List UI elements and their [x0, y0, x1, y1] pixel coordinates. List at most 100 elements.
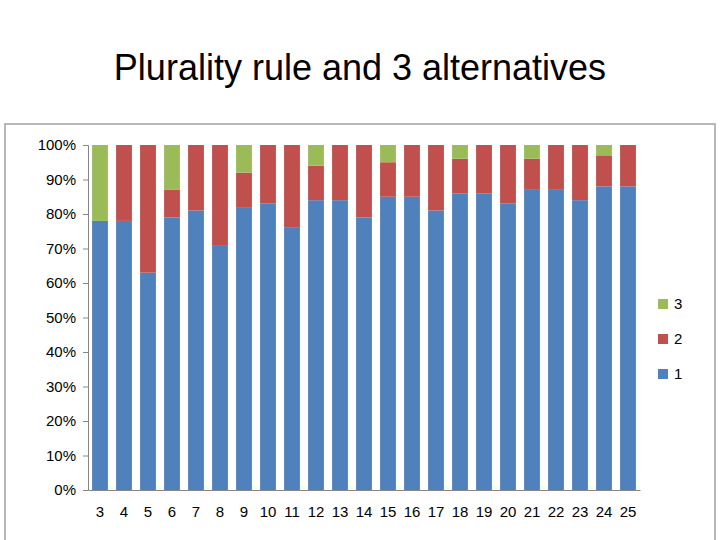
bar-segment: [332, 145, 348, 146]
bar-segment: [164, 145, 180, 190]
x-tick-label: 17: [428, 503, 445, 520]
y-tick-label: 20%: [46, 412, 76, 429]
y-tick: 40%: [46, 343, 88, 360]
x-tick: 13: [332, 490, 349, 520]
bar-segment: [212, 145, 228, 146]
bar-segment: [332, 200, 348, 490]
x-tick: 9: [240, 490, 248, 520]
x-tick: 23: [572, 490, 589, 520]
legend-label: 1: [674, 365, 682, 382]
bar-segment: [620, 145, 636, 146]
x-tick-label: 23: [572, 503, 589, 520]
bar-segment: [140, 145, 156, 146]
x-tick-label: 25: [620, 503, 637, 520]
bar-segment: [548, 145, 564, 190]
bar-segment: [236, 173, 252, 208]
x-tick: 5: [144, 490, 152, 520]
bar-segment: [500, 204, 516, 490]
chart: Plurality rule and 3 alternatives 0% 10% 20…: [0, 0, 720, 540]
x-tick: 25: [620, 490, 637, 520]
bar-segment: [140, 145, 156, 273]
x-tick: 16: [404, 490, 421, 520]
y-tick: 50%: [46, 309, 88, 326]
series-bars: [116, 145, 636, 273]
bar-segment: [356, 145, 372, 146]
x-tick-label: 13: [332, 503, 349, 520]
x-tick: 8: [216, 490, 224, 520]
y-tick: 0%: [54, 481, 88, 498]
y-tick: 90%: [46, 171, 88, 188]
y-tick: 20%: [46, 412, 88, 429]
bar-segment: [236, 207, 252, 490]
bar-segment: [452, 145, 468, 159]
bar-segment: [380, 145, 396, 162]
x-tick-label: 15: [380, 503, 397, 520]
y-tick: 100%: [38, 136, 88, 153]
legend-item: 3: [658, 295, 682, 312]
x-tick-label: 21: [524, 503, 541, 520]
x-tick-label: 4: [120, 503, 128, 520]
x-tick: 24: [596, 490, 613, 520]
y-tick: 70%: [46, 240, 88, 257]
bar-segment: [524, 145, 540, 159]
x-tick-label: 3: [96, 503, 104, 520]
legend-item: 2: [658, 330, 682, 347]
bar-segment: [308, 145, 324, 166]
bar-segment: [596, 155, 612, 186]
x-tick: 17: [428, 490, 445, 520]
legend-item: 1: [658, 365, 682, 382]
x-tick: 18: [452, 490, 469, 520]
bar-segment: [116, 145, 132, 221]
y-tick: 10%: [46, 447, 88, 464]
x-tick-label: 19: [476, 503, 493, 520]
legend-swatch: [658, 299, 668, 309]
y-tick-label: 50%: [46, 309, 76, 326]
bar-segment: [92, 221, 108, 490]
bar-segment: [452, 159, 468, 194]
x-tick: 3: [96, 490, 104, 520]
legend-label: 2: [674, 330, 682, 347]
legend-label: 3: [674, 295, 682, 312]
bar-segment: [212, 145, 228, 245]
y-tick-label: 80%: [46, 205, 76, 222]
bar-segment: [524, 190, 540, 490]
bar-segment: [428, 211, 444, 490]
bar-segment: [548, 190, 564, 490]
x-tick: 10: [260, 490, 277, 520]
bar-segment: [596, 145, 612, 155]
title: Plurality rule and 3 alternatives: [114, 47, 606, 88]
y-tick-mark: [83, 387, 88, 388]
bar-segment: [476, 145, 492, 146]
bar-segment: [428, 145, 444, 146]
y-tick-label: 100%: [38, 136, 76, 153]
bar-segment: [620, 145, 636, 186]
x-tick: 21: [524, 490, 541, 520]
x-tick: 12: [308, 490, 325, 520]
y-tick: 30%: [46, 378, 88, 395]
bar-segment: [164, 190, 180, 218]
bar-segment: [164, 217, 180, 490]
y-tick-mark: [83, 318, 88, 319]
x-tick-label: 5: [144, 503, 152, 520]
bar-segment: [380, 162, 396, 197]
bar-segment: [404, 197, 420, 490]
bar-segment: [188, 145, 204, 146]
x-tick: 15: [380, 490, 397, 520]
y-tick-mark: [83, 283, 88, 284]
x-tick-label: 16: [404, 503, 421, 520]
bar-segment: [620, 186, 636, 490]
y-tick-mark: [83, 421, 88, 422]
y-tick-label: 0%: [54, 481, 76, 498]
bar-segment: [572, 145, 588, 200]
x-tick-label: 18: [452, 503, 469, 520]
x-tick-label: 20: [500, 503, 517, 520]
y-tick-mark: [83, 490, 88, 491]
y-tick-label: 30%: [46, 378, 76, 395]
y-tick-mark: [83, 214, 88, 215]
y-tick-label: 40%: [46, 343, 76, 360]
bar-segment: [116, 221, 132, 490]
bar-segment: [572, 200, 588, 490]
bar-segment: [92, 145, 108, 221]
bar-segment: [188, 145, 204, 211]
x-tick-label: 11: [284, 503, 300, 520]
